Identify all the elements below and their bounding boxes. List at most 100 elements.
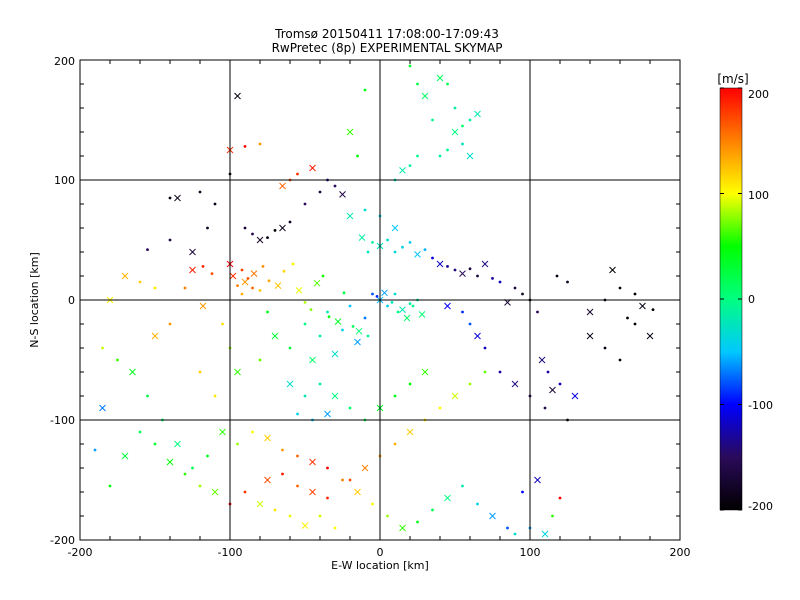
dot-point — [258, 358, 262, 362]
cross-point — [406, 428, 414, 436]
cross-point — [309, 164, 316, 172]
cross-point — [229, 272, 237, 280]
dot-point — [386, 514, 389, 518]
cross-stroke — [295, 287, 303, 294]
dot-point — [431, 508, 434, 512]
dot-point — [191, 466, 194, 470]
cross-stroke — [331, 392, 339, 400]
cross-stroke — [279, 182, 286, 190]
dot-point — [296, 454, 299, 458]
cross-stroke — [309, 164, 316, 172]
dot-point — [201, 265, 205, 268]
cross-stroke — [511, 380, 519, 388]
cross-point — [474, 332, 481, 340]
dot-point — [183, 472, 187, 476]
dot-point — [243, 490, 247, 494]
cross-point — [399, 306, 406, 313]
cross-point — [274, 282, 282, 289]
dot-point — [246, 277, 250, 280]
dot-point — [536, 310, 539, 314]
dot-point — [243, 226, 247, 230]
cross-point — [271, 332, 279, 340]
dot-point — [258, 142, 262, 146]
cross-point — [481, 260, 489, 268]
cross-point — [586, 308, 594, 316]
dot-point — [348, 406, 352, 410]
dot-point — [513, 286, 517, 290]
dot-point — [198, 190, 202, 194]
dot-point — [326, 310, 329, 314]
cross-point — [421, 368, 429, 376]
cross-stroke — [646, 332, 654, 340]
dot-point — [318, 514, 322, 518]
cross-stroke — [334, 318, 342, 325]
cross-point — [534, 476, 541, 484]
dot-point — [375, 295, 379, 298]
cross-point — [279, 224, 286, 232]
dot-point — [555, 274, 559, 278]
cross-stroke — [474, 332, 481, 340]
cross-stroke — [256, 500, 264, 508]
dot-point — [363, 316, 367, 320]
dot-point — [288, 514, 292, 518]
cross-point — [414, 251, 421, 258]
dot-point — [618, 286, 622, 290]
dot-point — [521, 490, 524, 494]
x-tick-label: 200 — [670, 546, 691, 559]
cross-stroke — [229, 272, 237, 280]
cross-stroke — [99, 404, 106, 412]
cross-stroke — [391, 224, 399, 232]
dot-point — [198, 484, 202, 488]
dot-point — [206, 454, 209, 458]
dot-point — [423, 248, 427, 252]
cross-point — [189, 248, 196, 256]
cross-stroke — [444, 302, 451, 310]
cross-point — [331, 392, 339, 400]
cross-point — [451, 128, 459, 136]
dot-point — [386, 304, 389, 308]
cross-stroke — [444, 494, 451, 502]
colorbar — [720, 88, 742, 510]
dot-point — [153, 442, 157, 446]
dot-point — [261, 265, 265, 268]
dot-point — [296, 412, 299, 416]
dot-point — [341, 478, 344, 482]
x-tick-label: -100 — [218, 546, 243, 559]
cross-point — [199, 302, 207, 310]
cross-point — [444, 494, 451, 502]
cross-stroke — [234, 368, 241, 376]
cross-stroke — [414, 251, 421, 258]
cross-stroke — [121, 452, 129, 460]
cross-point — [403, 314, 411, 322]
x-tick-label: 0 — [377, 546, 384, 559]
cross-point — [571, 392, 579, 400]
cross-stroke — [166, 458, 174, 466]
cross-point — [166, 458, 174, 466]
cross-stroke — [451, 392, 459, 400]
y-tick-label: 0 — [68, 294, 75, 307]
dot-point — [303, 394, 307, 398]
cross-point — [355, 327, 363, 335]
cross-stroke — [234, 92, 241, 100]
cross-point — [189, 266, 196, 274]
cross-stroke — [286, 380, 294, 388]
cross-point — [474, 110, 481, 118]
cross-stroke — [256, 236, 264, 244]
cross-stroke — [403, 314, 411, 322]
cross-point — [399, 524, 406, 532]
colorbar-ticks — [720, 87, 742, 511]
dot-point — [626, 316, 629, 320]
dot-point — [476, 502, 479, 506]
cross-stroke — [399, 167, 406, 174]
cross-point — [541, 530, 549, 538]
dot-point — [363, 208, 367, 212]
dot-point — [291, 262, 295, 266]
cross-stroke — [354, 338, 361, 346]
dot-point — [146, 248, 149, 252]
dot-point — [498, 370, 502, 374]
dot-point — [348, 478, 352, 482]
dot-point — [341, 328, 344, 332]
cross-point — [646, 332, 654, 340]
dot-point — [93, 448, 97, 452]
dot-point — [446, 148, 449, 152]
